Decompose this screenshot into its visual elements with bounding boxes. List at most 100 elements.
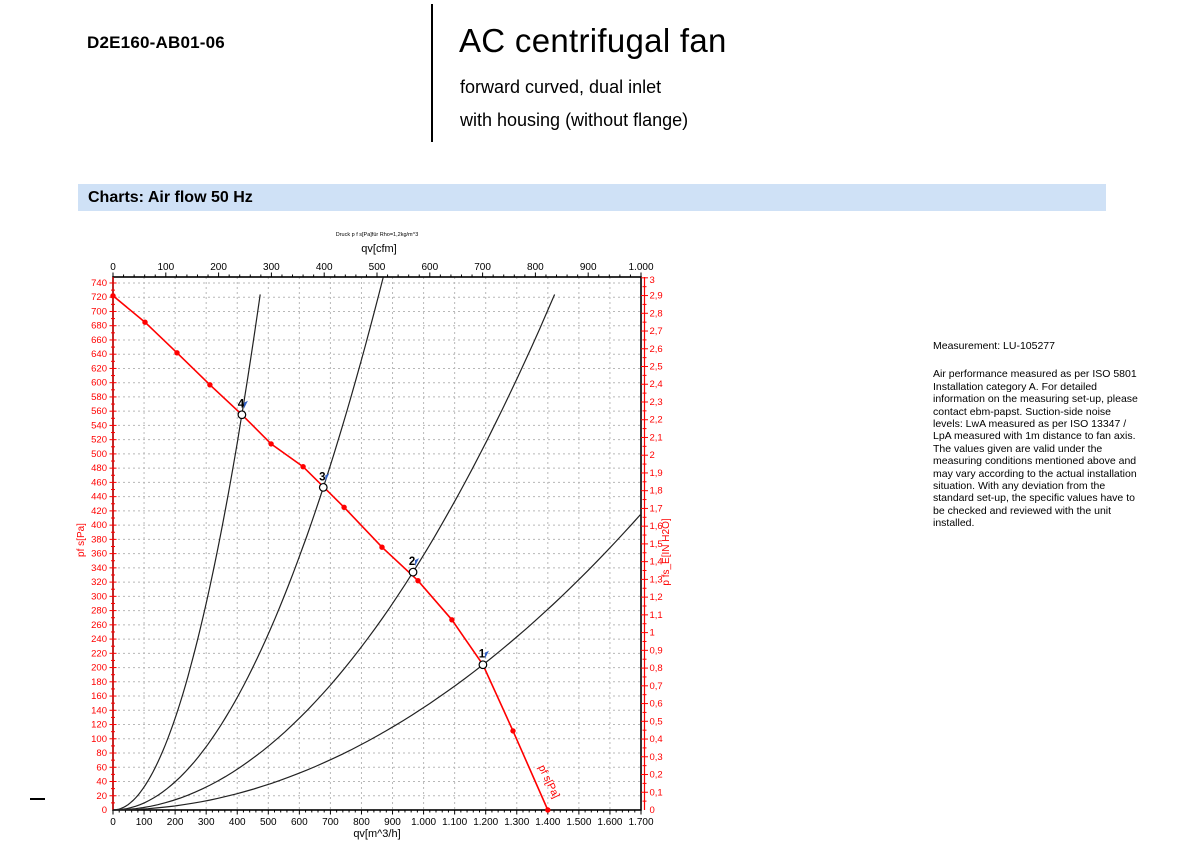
svg-text:240: 240 bbox=[91, 634, 107, 645]
svg-text:1,7: 1,7 bbox=[650, 503, 663, 514]
svg-text:2,7: 2,7 bbox=[650, 326, 663, 337]
svg-text:2,8: 2,8 bbox=[650, 308, 663, 319]
svg-text:900: 900 bbox=[384, 817, 401, 828]
svg-text:600: 600 bbox=[291, 817, 308, 828]
svg-text:1.100: 1.100 bbox=[442, 817, 467, 828]
svg-text:0,9: 0,9 bbox=[650, 645, 663, 656]
svg-text:1,2: 1,2 bbox=[650, 592, 663, 603]
section-header-bar: Charts: Air flow 50 Hz bbox=[78, 184, 1106, 211]
svg-text:400: 400 bbox=[91, 520, 107, 531]
svg-text:400: 400 bbox=[229, 817, 246, 828]
page-subtitle-line1: forward curved, dual inlet bbox=[460, 77, 662, 97]
system-curve-2 bbox=[112, 294, 556, 811]
svg-text:2,1: 2,1 bbox=[650, 432, 663, 443]
svg-text:420: 420 bbox=[91, 506, 107, 517]
svg-text:0,1: 0,1 bbox=[650, 787, 663, 798]
svg-text:200: 200 bbox=[91, 663, 107, 674]
svg-text:360: 360 bbox=[91, 549, 107, 560]
svg-text:660: 660 bbox=[91, 335, 107, 346]
svg-text:740: 740 bbox=[91, 278, 107, 289]
operating-points: 4 3 2 1 bbox=[237, 399, 489, 670]
svg-text:0: 0 bbox=[110, 817, 116, 828]
svg-text:2,4: 2,4 bbox=[650, 379, 663, 390]
svg-text:1.300: 1.300 bbox=[504, 817, 529, 828]
bottom-axis: 0 100 200 300 400 500 600 700 800 900 1.000 1.100 1.… bbox=[110, 810, 654, 840]
gridlines bbox=[113, 277, 641, 810]
svg-text:260: 260 bbox=[91, 620, 107, 631]
svg-text:1.000: 1.000 bbox=[411, 817, 436, 828]
svg-text:140: 140 bbox=[91, 705, 107, 716]
page-margin-mark bbox=[30, 798, 45, 800]
svg-text:0,8: 0,8 bbox=[650, 663, 663, 674]
svg-text:0,2: 0,2 bbox=[650, 770, 663, 781]
system-curve-1 bbox=[112, 513, 642, 811]
svg-text:320: 320 bbox=[91, 577, 107, 588]
svg-text:500: 500 bbox=[369, 262, 386, 273]
operating-point-flag-2 bbox=[415, 558, 420, 567]
measurement-id: Measurement: LU-105277 bbox=[933, 340, 1055, 352]
svg-text:20: 20 bbox=[96, 791, 107, 802]
svg-text:80: 80 bbox=[96, 748, 107, 759]
svg-text:480: 480 bbox=[91, 463, 107, 474]
svg-text:0: 0 bbox=[110, 262, 116, 273]
measurement-note-block: Measurement: LU-105277 Air performance m… bbox=[933, 340, 1143, 530]
svg-text:100: 100 bbox=[91, 734, 107, 745]
svg-text:1,9: 1,9 bbox=[650, 468, 663, 479]
operating-point-label-4: 4 bbox=[238, 399, 245, 411]
operating-point-circle-1 bbox=[478, 660, 488, 670]
svg-text:1.700: 1.700 bbox=[628, 817, 653, 828]
svg-text:0: 0 bbox=[102, 805, 107, 816]
svg-text:800: 800 bbox=[353, 817, 370, 828]
left-axis-unit: pf s[Pa] bbox=[76, 523, 87, 557]
svg-text:1,8: 1,8 bbox=[650, 486, 663, 497]
svg-text:1.500: 1.500 bbox=[566, 817, 591, 828]
page-subtitle-line2: with housing (without flange) bbox=[460, 110, 689, 130]
svg-text:100: 100 bbox=[136, 817, 153, 828]
operating-point-flag-4 bbox=[243, 400, 248, 409]
svg-text:500: 500 bbox=[91, 449, 107, 460]
system-curves bbox=[112, 277, 642, 811]
svg-text:0,3: 0,3 bbox=[650, 752, 663, 763]
svg-text:1,4: 1,4 bbox=[650, 557, 663, 568]
svg-text:200: 200 bbox=[210, 262, 227, 273]
chart-title: Druck p f s[Pa]für Rho=1,2kg/m^3 bbox=[336, 232, 419, 238]
svg-text:1.000: 1.000 bbox=[628, 262, 653, 273]
operating-point-flag-1 bbox=[484, 650, 489, 659]
svg-text:300: 300 bbox=[263, 262, 280, 273]
svg-text:0,7: 0,7 bbox=[650, 681, 663, 692]
svg-text:60: 60 bbox=[96, 762, 107, 773]
top-axis-unit: qv[cfm] bbox=[361, 243, 396, 255]
svg-text:440: 440 bbox=[91, 492, 107, 503]
svg-text:700: 700 bbox=[474, 262, 491, 273]
svg-text:600: 600 bbox=[421, 262, 438, 273]
svg-text:0,6: 0,6 bbox=[650, 699, 663, 710]
svg-text:100: 100 bbox=[157, 262, 174, 273]
right-axis: 0 0,1 0,2 0,3 0,4 0,5 0,6 0,7 0,8 0,9 1 1,1 1,2 1,3 1,… bbox=[641, 275, 672, 816]
svg-text:2,5: 2,5 bbox=[650, 362, 663, 373]
svg-text:40: 40 bbox=[96, 777, 107, 788]
svg-text:540: 540 bbox=[91, 420, 107, 431]
svg-text:380: 380 bbox=[91, 534, 107, 545]
operating-point-circle-2 bbox=[408, 567, 418, 577]
svg-text:220: 220 bbox=[91, 648, 107, 659]
svg-text:520: 520 bbox=[91, 435, 107, 446]
svg-text:900: 900 bbox=[580, 262, 597, 273]
svg-text:180: 180 bbox=[91, 677, 107, 688]
operating-point-circle-4 bbox=[237, 410, 247, 420]
svg-text:600: 600 bbox=[91, 378, 107, 389]
svg-text:3: 3 bbox=[650, 275, 655, 286]
header-divider bbox=[431, 4, 433, 142]
svg-text:700: 700 bbox=[322, 817, 339, 828]
operating-point-flag-3 bbox=[325, 473, 330, 482]
svg-text:1,6: 1,6 bbox=[650, 521, 663, 532]
svg-text:1,1: 1,1 bbox=[650, 610, 663, 621]
svg-text:300: 300 bbox=[91, 591, 107, 602]
svg-text:620: 620 bbox=[91, 363, 107, 374]
svg-text:680: 680 bbox=[91, 321, 107, 332]
svg-text:1.400: 1.400 bbox=[535, 817, 560, 828]
svg-text:1.200: 1.200 bbox=[473, 817, 498, 828]
svg-text:700: 700 bbox=[91, 306, 107, 317]
